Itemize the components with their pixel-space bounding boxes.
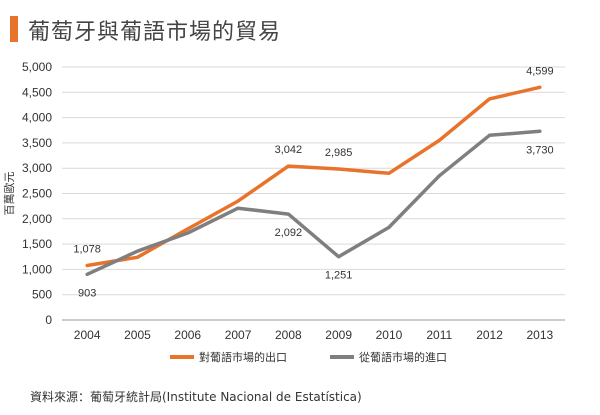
series-line-2 <box>85 129 542 277</box>
data-point <box>387 171 391 175</box>
title-accent-bar <box>10 16 18 42</box>
data-point <box>337 167 341 171</box>
data-label: 1,078 <box>73 243 101 255</box>
data-point <box>85 263 89 267</box>
series-lines <box>85 85 542 277</box>
x-tick-label: 2010 <box>376 328 403 342</box>
data-point <box>538 129 542 133</box>
data-point <box>437 174 441 178</box>
x-tick-label: 2009 <box>325 328 352 342</box>
x-tick-label: 2008 <box>275 328 302 342</box>
data-label: 2,092 <box>275 227 303 239</box>
data-label: 2,985 <box>325 147 353 159</box>
legend-label: 從葡語市場的進口 <box>359 350 447 364</box>
y-tick-label: 1,000 <box>22 262 52 276</box>
page-title: 葡萄牙與葡語市場的貿易 <box>28 20 282 45</box>
data-point <box>538 85 542 89</box>
y-tick-label: 3,000 <box>22 161 52 175</box>
x-tick-label: 2007 <box>225 328 252 342</box>
legend: 對葡語市場的出口 從葡語市場的進口 <box>170 350 447 364</box>
data-label: 3,730 <box>526 144 554 156</box>
y-tick-label: 2,000 <box>22 212 52 226</box>
source-note: 資料來源：葡萄牙統計局(Institute Nacional de Estatí… <box>30 390 362 404</box>
y-tick-label: 1,500 <box>22 237 52 251</box>
gridlines <box>62 66 565 321</box>
y-axis-label: 百萬歐元 <box>2 172 16 216</box>
data-point <box>488 97 492 101</box>
x-tick-labels: 2004 2005 2006 2007 2008 2009 2010 2011 2012 2013 <box>74 328 554 342</box>
y-tick-label: 5,000 <box>22 60 52 74</box>
y-tick-label: 0 <box>45 313 52 327</box>
data-label: 4,599 <box>526 65 554 77</box>
data-point <box>286 164 290 168</box>
series-line-1 <box>85 85 542 268</box>
data-point <box>85 272 89 276</box>
data-point <box>135 255 139 259</box>
data-label: 903 <box>78 287 96 299</box>
data-label: 1,251 <box>325 270 353 282</box>
data-labels: 1,078 3,042 2,985 4,599 903 2,092 1,251 3,730 <box>73 65 553 299</box>
y-tick-labels: 0 500 1,000 1,500 2,000 2,500 3,000 3,500 4,000 4… <box>22 60 52 327</box>
data-point <box>186 231 190 235</box>
y-tick-label: 2,500 <box>22 187 52 201</box>
data-point <box>286 212 290 216</box>
data-point <box>387 225 391 229</box>
legend-label: 對葡語市場的出口 <box>199 350 287 364</box>
y-tick-label: 4,500 <box>22 85 52 99</box>
x-tick-label: 2005 <box>124 328 151 342</box>
data-label: 3,042 <box>275 144 303 156</box>
data-point <box>236 199 240 203</box>
x-tick-label: 2012 <box>476 328 503 342</box>
x-tick-label: 2011 <box>426 328 452 342</box>
data-point <box>186 227 190 231</box>
y-tick-label: 500 <box>32 288 52 302</box>
y-tick-label: 4,000 <box>22 111 52 125</box>
data-point <box>488 133 492 137</box>
x-tick-label: 2004 <box>74 328 101 342</box>
x-tick-label: 2013 <box>526 328 553 342</box>
x-tick-label: 2006 <box>174 328 201 342</box>
y-tick-label: 3,500 <box>22 136 52 150</box>
data-point <box>236 206 240 210</box>
data-point <box>337 255 341 259</box>
data-point <box>437 138 441 142</box>
data-point <box>135 249 139 253</box>
